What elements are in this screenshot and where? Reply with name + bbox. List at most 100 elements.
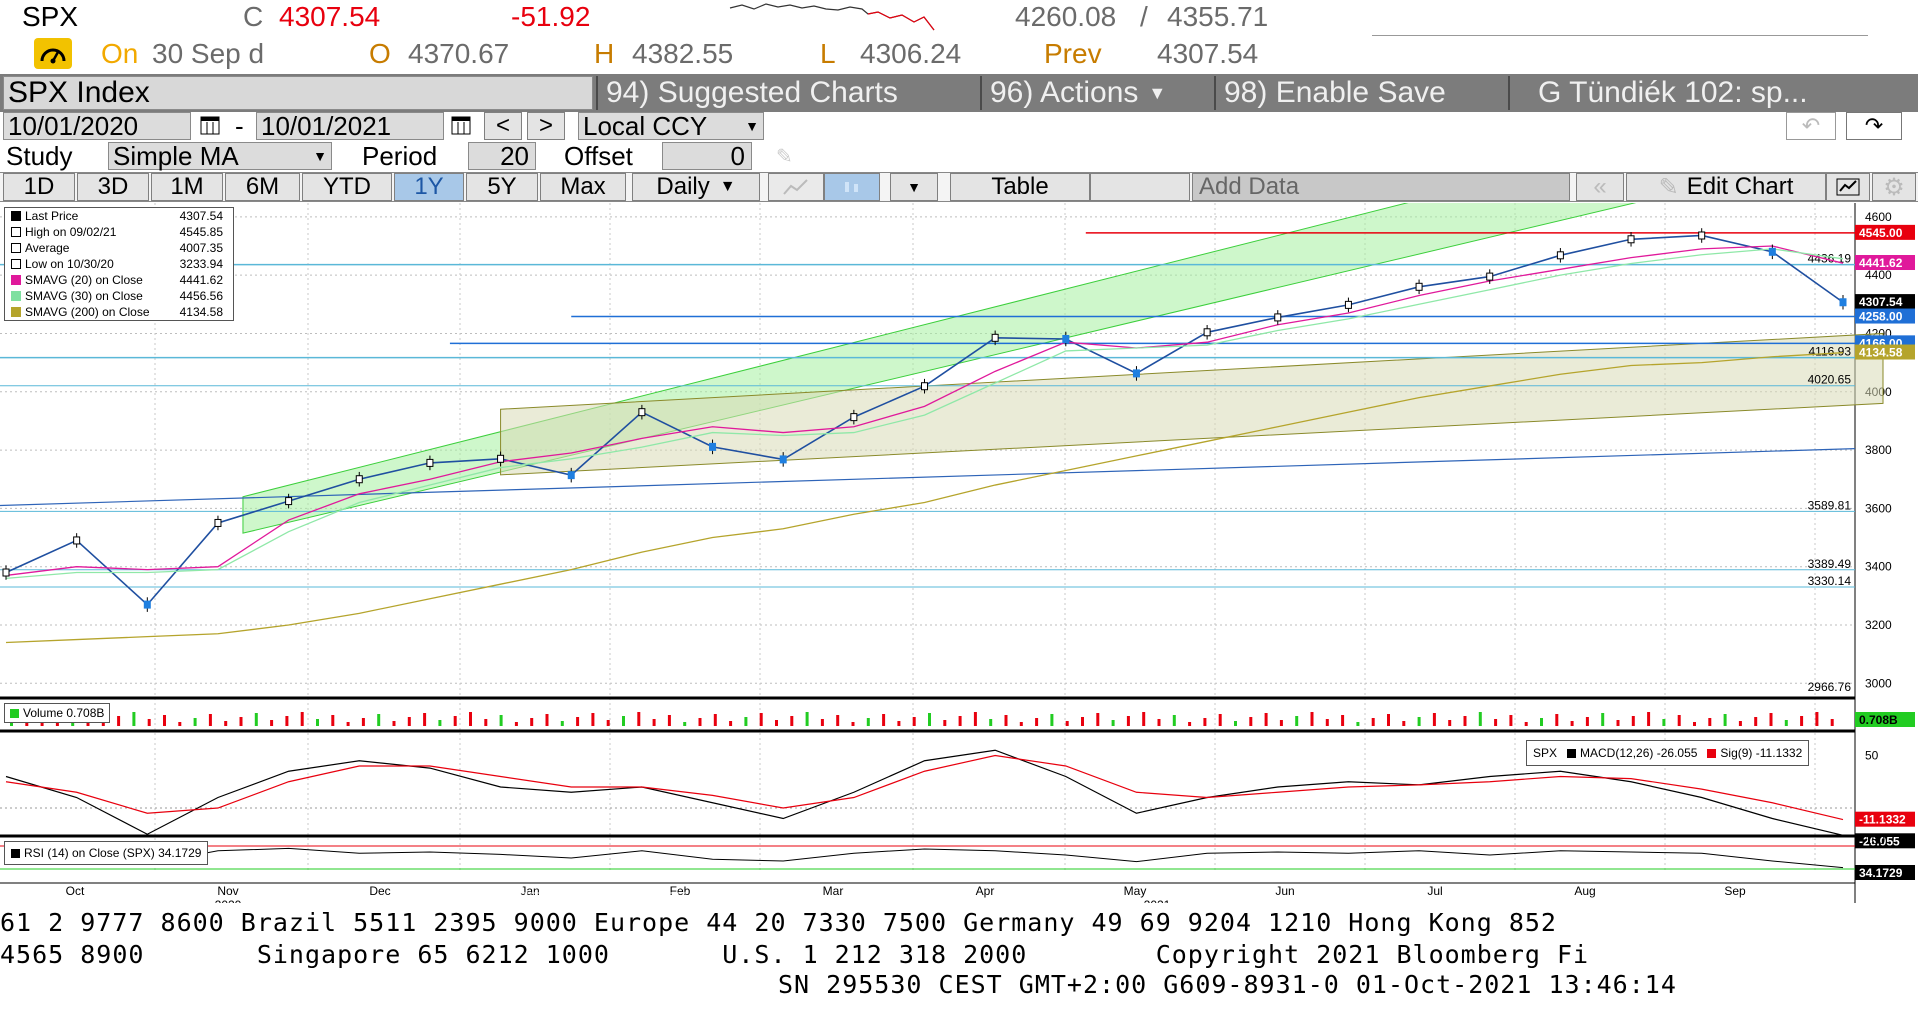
tab-ytd[interactable]: YTD xyxy=(302,173,392,201)
chart-settings-icon[interactable] xyxy=(1826,173,1870,201)
calendar-icon[interactable] xyxy=(450,114,474,138)
next-range-button[interactable]: > xyxy=(527,112,565,140)
volume-bar xyxy=(1570,721,1574,726)
volume-swatch xyxy=(10,708,19,718)
tab-1d[interactable]: 1D xyxy=(3,173,75,201)
volume-bar xyxy=(514,722,518,726)
signal-value: -11.1332 xyxy=(1755,746,1803,760)
end-date-input[interactable]: 10/01/2021 xyxy=(256,111,444,141)
legend-swatch xyxy=(11,211,21,221)
undo-icon[interactable]: ↶ xyxy=(1786,112,1836,140)
legend-name: Low on 10/30/20 xyxy=(25,257,114,271)
volume-bar xyxy=(667,715,671,726)
chart-title[interactable]: G Tündiék 102: sp... xyxy=(1510,74,1918,112)
volume-bar xyxy=(453,716,457,726)
line-chart-icon[interactable] xyxy=(768,173,824,201)
candle-body xyxy=(1274,313,1282,322)
speedometer-icon[interactable] xyxy=(34,38,72,69)
price-badge xyxy=(1855,308,1915,324)
table-button[interactable]: Table xyxy=(950,173,1090,201)
level-label: 4116.93 xyxy=(1809,345,1852,359)
offset-input[interactable]: 0 xyxy=(662,141,752,171)
period-input[interactable]: 20 xyxy=(468,141,536,171)
actions-caret-icon: ▼ xyxy=(1148,82,1167,103)
study-label: Study xyxy=(6,141,73,171)
candle-body xyxy=(73,536,81,545)
volume-label: Volume xyxy=(23,706,64,720)
x-tick-label: Aug xyxy=(1574,884,1595,898)
prev-range-button[interactable]: < xyxy=(484,112,522,140)
edit-chart-button[interactable]: ✎ Edit Chart xyxy=(1626,173,1826,201)
tab-5y[interactable]: 5Y xyxy=(466,173,538,201)
level-label: 3389.49 xyxy=(1808,557,1852,571)
volume-bar xyxy=(1723,714,1727,726)
macd-legend: SPX MACD(12,26) -26.055 Sig(9) -11.1332 xyxy=(1526,740,1810,766)
volume-bar xyxy=(958,716,962,726)
chart-background xyxy=(0,203,1918,903)
volume-bar xyxy=(1218,714,1222,726)
start-date-input[interactable]: 10/01/2020 xyxy=(3,111,191,141)
volume-bar xyxy=(1417,717,1421,726)
pencil-icon: ✎ xyxy=(1658,173,1679,201)
double-chevron-left-icon[interactable]: « xyxy=(1576,173,1624,201)
add-data-label: Add Data xyxy=(1199,173,1300,200)
price-badge xyxy=(1855,224,1915,240)
volume-bar xyxy=(1111,720,1115,726)
volume-bar xyxy=(316,719,319,726)
pen-icon[interactable]: ✎ xyxy=(776,146,793,168)
legend-entry: SMAVG (30) on Close 4456.56 xyxy=(5,288,233,304)
menu-divider xyxy=(980,76,982,110)
menu-divider xyxy=(1214,76,1216,110)
volume-bar xyxy=(1325,719,1329,726)
volume-bar xyxy=(1830,719,1834,726)
price-chart[interactable]: 300032003400360038004000420044004600OctN… xyxy=(0,203,1918,903)
open-value: 4370.67 xyxy=(408,38,510,69)
redo-icon[interactable]: ↷ xyxy=(1846,112,1902,140)
suggested-charts-button[interactable]: 94) Suggested Charts xyxy=(598,74,978,112)
volume-bar xyxy=(1096,713,1100,726)
legend-value: 3233.94 xyxy=(179,257,223,271)
toolbar-blank-button[interactable] xyxy=(1090,173,1190,201)
volume-bar xyxy=(775,720,778,726)
volume-bar xyxy=(117,716,121,726)
legend-value: 4545.85 xyxy=(179,225,223,239)
price-badge-text: 4545.00 xyxy=(1859,226,1903,240)
long-trend-line xyxy=(0,448,1856,507)
volume-bar xyxy=(1815,712,1819,726)
rsi-legend: RSI (14) on Close (SPX) 34.1729 xyxy=(4,841,209,865)
macd-label: MACD(12,26) xyxy=(1580,746,1654,760)
enable-save-button[interactable]: 98) Enable Save xyxy=(1216,74,1506,112)
volume-bar xyxy=(163,715,166,726)
volume-bar xyxy=(836,715,840,726)
candle-chart-icon[interactable] xyxy=(824,173,880,201)
volume-bar xyxy=(1478,712,1482,726)
currency-select[interactable]: Local CCY ▼ xyxy=(578,111,764,141)
chart-type-dropdown[interactable]: ▼ xyxy=(890,173,938,201)
volume-bar xyxy=(1524,722,1528,726)
calendar-icon[interactable] xyxy=(199,114,223,138)
tab-3d[interactable]: 3D xyxy=(77,173,149,201)
tab-1m[interactable]: 1M xyxy=(151,173,223,201)
candle-body xyxy=(638,408,646,417)
volume-bar xyxy=(438,720,442,726)
macd-badge-text: -26.055 xyxy=(1859,834,1900,848)
volume-bar xyxy=(1081,717,1084,726)
tab-6m[interactable]: 6M xyxy=(225,173,300,201)
year-label-2021: 2021 xyxy=(1144,898,1171,903)
tab-max[interactable]: Max xyxy=(540,173,626,201)
gear-icon[interactable]: ⚙ xyxy=(1872,173,1916,201)
legend-name: SMAVG (30) on Close xyxy=(25,289,143,303)
frequency-select[interactable]: Daily ▼ xyxy=(632,173,760,201)
actions-button[interactable]: 96) Actions ▼ xyxy=(982,74,1212,112)
level-label: 4436.19 xyxy=(1808,252,1852,266)
security-field[interactable]: SPX Index xyxy=(3,76,593,110)
volume-bar xyxy=(392,721,396,726)
price-badge xyxy=(1855,294,1915,310)
tab-1y[interactable]: 1Y xyxy=(394,173,464,201)
volume-bar xyxy=(1738,721,1742,726)
add-data-button[interactable]: Add Data xyxy=(1192,173,1570,201)
candle-body xyxy=(1556,251,1564,260)
candle-body xyxy=(285,497,293,506)
study-select[interactable]: Simple MA ▼ xyxy=(108,141,332,171)
volume-bar xyxy=(1647,712,1651,726)
